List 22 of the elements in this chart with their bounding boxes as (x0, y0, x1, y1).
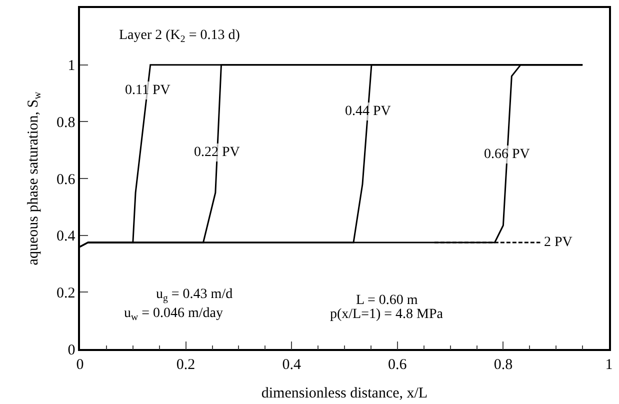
x-tick-label: 0.4 (282, 356, 302, 373)
x-tick-label: 0.6 (388, 356, 408, 373)
x-tick-label: 0.8 (494, 356, 513, 373)
annotation: p(x/L=1) = 4.8 MPa (330, 307, 444, 322)
annotation: u$_{w}$ = 0.046 m/day (124, 306, 223, 323)
y-tick-label: 0.6 (56, 172, 76, 188)
y-tick-label: 0.4 (56, 228, 76, 245)
x-axis-title: dimensionless distance, x/L (261, 385, 428, 402)
annotation: L = 0.60 m (356, 293, 418, 308)
annotation: u$_{g}$ = 0.43 m/d (156, 287, 233, 304)
annotation: Layer 2 (K$_{2}$ = 0.13 d) (119, 28, 240, 45)
x-tick-label: 1 (605, 356, 613, 373)
series-label: 0.22 PV (194, 145, 240, 160)
series-label: 0.44 PV (345, 104, 391, 119)
series-label: 2 PV (544, 235, 572, 250)
series-label: 0.11 PV (125, 83, 170, 98)
y-tick-label: 0.2 (56, 285, 76, 302)
y-tick-label: 1 (68, 58, 76, 74)
x-tick-label: 0.2 (176, 356, 196, 373)
y-tick-label: 0 (68, 342, 76, 358)
y-tick-label: 0.8 (56, 114, 76, 131)
series-label: 0.66 PV (484, 147, 530, 162)
